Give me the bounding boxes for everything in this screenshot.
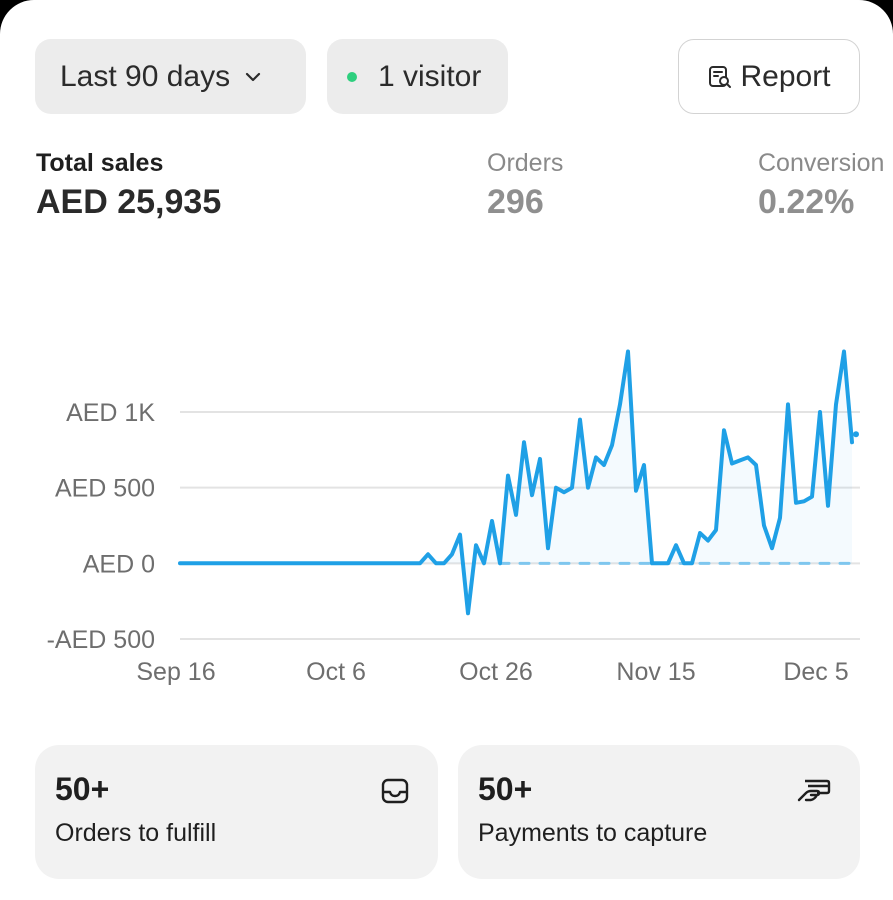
chevron-down-icon	[244, 71, 262, 83]
orders-value: 296	[487, 183, 544, 221]
total-sales-metric[interactable]: Total sales AED 25,935	[36, 148, 221, 222]
conversion-label: Conversion	[758, 149, 885, 177]
series-area-fill	[420, 351, 852, 614]
payments-to-capture-tile[interactable]: 50+ Payments to capture	[458, 745, 860, 879]
sales-series-line	[178, 349, 854, 616]
y-tick-label: AED 0	[83, 550, 155, 578]
y-tick-label: -AED 500	[47, 626, 155, 654]
conversion-metric[interactable]: Conversion 0.22%	[758, 148, 884, 222]
x-tick-label: Sep 16	[136, 658, 215, 686]
payments-to-capture-label: Payments to capture	[478, 819, 708, 847]
x-tick-label: Dec 5	[783, 658, 848, 686]
report-search-icon	[707, 64, 733, 90]
orders-label: Orders	[487, 149, 564, 177]
total-sales-value: AED 25,935	[36, 183, 222, 221]
orders-to-fulfill-tile[interactable]: 50+ Orders to fulfill	[35, 745, 438, 879]
date-range-label: Last 90 days	[60, 59, 231, 93]
orders-metric[interactable]: Orders 296	[487, 148, 563, 222]
y-tick-label: AED 500	[55, 475, 155, 503]
x-tick-label: Oct 26	[459, 658, 533, 686]
live-status-dot-icon	[347, 71, 357, 82]
conversion-value: 0.22%	[758, 183, 855, 221]
x-tick-label: Nov 15	[616, 658, 695, 686]
report-button[interactable]: Report	[678, 39, 860, 114]
total-sales-label: Total sales	[36, 149, 164, 177]
payments-to-capture-count: 50+	[478, 771, 533, 807]
inbox-tray-icon	[380, 777, 410, 810]
y-tick-label: AED 1K	[66, 399, 155, 427]
x-tick-label: Oct 6	[306, 658, 366, 686]
sales-line-chart: AED 1K AED 500 AED 0 -AED 500 Sep 16 Oct 6 Oct…	[47, 349, 860, 686]
visitor-count-label: 1 visitor	[378, 59, 482, 93]
series-end-point	[853, 431, 859, 438]
live-visitors-badge[interactable]: 1 visitor	[327, 39, 508, 114]
orders-to-fulfill-count: 50+	[55, 771, 110, 807]
hand-card-icon	[796, 777, 832, 810]
report-button-label: Report	[740, 59, 831, 93]
date-range-selector[interactable]: Last 90 days	[35, 39, 306, 114]
orders-to-fulfill-label: Orders to fulfill	[55, 819, 217, 847]
